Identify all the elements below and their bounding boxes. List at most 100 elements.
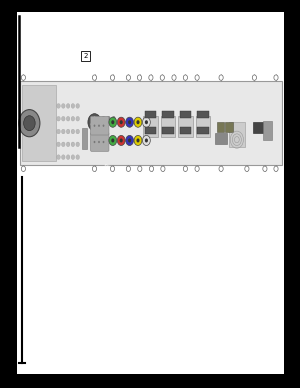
- Circle shape: [134, 135, 142, 146]
- Circle shape: [117, 117, 125, 127]
- Circle shape: [274, 166, 278, 171]
- Circle shape: [149, 166, 154, 171]
- Circle shape: [110, 75, 115, 80]
- Text: 1  MAIN POWER: 1 MAIN POWER: [78, 163, 111, 198]
- Circle shape: [126, 117, 134, 127]
- Circle shape: [102, 116, 105, 120]
- Circle shape: [61, 116, 65, 121]
- Circle shape: [195, 166, 199, 171]
- Circle shape: [252, 75, 256, 80]
- Circle shape: [111, 120, 114, 124]
- Circle shape: [61, 104, 65, 108]
- Circle shape: [71, 155, 75, 159]
- Circle shape: [57, 104, 60, 108]
- Text: 2: 2: [83, 53, 88, 59]
- Text: 4  ...: 4 ...: [111, 197, 123, 210]
- Circle shape: [98, 141, 100, 143]
- Bar: [22, 85, 56, 161]
- Circle shape: [219, 166, 223, 171]
- Circle shape: [111, 139, 114, 142]
- Circle shape: [263, 166, 267, 171]
- Bar: [145, 127, 156, 134]
- Circle shape: [21, 166, 26, 171]
- Circle shape: [138, 166, 142, 171]
- Circle shape: [128, 139, 131, 142]
- Circle shape: [94, 141, 95, 143]
- Bar: [162, 127, 174, 134]
- Circle shape: [21, 75, 26, 80]
- Circle shape: [110, 166, 115, 171]
- FancyBboxPatch shape: [91, 116, 109, 135]
- Bar: [145, 111, 156, 118]
- Bar: [197, 127, 208, 134]
- Circle shape: [145, 139, 148, 142]
- Bar: [253, 122, 264, 133]
- Circle shape: [66, 142, 70, 147]
- Circle shape: [117, 135, 125, 146]
- Circle shape: [92, 75, 97, 80]
- Circle shape: [94, 125, 95, 127]
- Bar: [0, 6, 12, 17]
- Circle shape: [126, 75, 130, 80]
- Text: PRELIMINARY: PRELIMINARY: [32, 185, 196, 358]
- Bar: [197, 111, 208, 118]
- Circle shape: [136, 139, 140, 142]
- Circle shape: [90, 123, 93, 126]
- Circle shape: [57, 116, 60, 121]
- Bar: [229, 122, 245, 147]
- Circle shape: [71, 104, 75, 108]
- Circle shape: [61, 142, 65, 147]
- Circle shape: [149, 75, 153, 80]
- Circle shape: [136, 120, 140, 124]
- Circle shape: [274, 75, 278, 80]
- Circle shape: [245, 166, 249, 171]
- Bar: [217, 122, 224, 132]
- Bar: [82, 128, 87, 149]
- Circle shape: [219, 75, 223, 80]
- Circle shape: [142, 135, 150, 146]
- Circle shape: [183, 75, 188, 80]
- Circle shape: [161, 166, 165, 171]
- Text: 3  TRIGGERS: 3 TRIGGERS: [100, 182, 128, 210]
- Circle shape: [76, 129, 80, 134]
- Circle shape: [76, 116, 80, 121]
- Circle shape: [61, 155, 65, 159]
- Circle shape: [98, 125, 100, 127]
- Circle shape: [145, 120, 148, 124]
- Bar: [178, 116, 193, 137]
- Circle shape: [88, 114, 101, 131]
- Circle shape: [120, 139, 123, 142]
- Bar: [20, 81, 282, 165]
- Circle shape: [120, 120, 123, 124]
- Bar: [180, 111, 191, 118]
- Bar: [263, 121, 272, 140]
- Circle shape: [109, 117, 117, 127]
- Bar: [0, 188, 12, 200]
- Circle shape: [24, 116, 35, 131]
- Circle shape: [195, 75, 199, 80]
- Circle shape: [57, 129, 60, 134]
- Text: 2  3D Sync Out: 2 3D Sync Out: [90, 171, 122, 205]
- Circle shape: [61, 129, 65, 134]
- Circle shape: [112, 116, 115, 120]
- Circle shape: [57, 155, 60, 159]
- Circle shape: [160, 75, 164, 80]
- Circle shape: [19, 110, 40, 137]
- Circle shape: [66, 104, 70, 108]
- Circle shape: [172, 75, 176, 80]
- Circle shape: [76, 142, 80, 147]
- Circle shape: [128, 120, 131, 124]
- Circle shape: [142, 117, 150, 127]
- Circle shape: [66, 155, 70, 159]
- Circle shape: [66, 129, 70, 134]
- Circle shape: [109, 135, 117, 146]
- Circle shape: [103, 125, 104, 127]
- Circle shape: [183, 166, 188, 171]
- Circle shape: [126, 135, 134, 146]
- Circle shape: [57, 142, 60, 147]
- Circle shape: [71, 129, 75, 134]
- Circle shape: [126, 166, 130, 171]
- Circle shape: [76, 104, 80, 108]
- Bar: [16, 12, 283, 374]
- Circle shape: [137, 75, 142, 80]
